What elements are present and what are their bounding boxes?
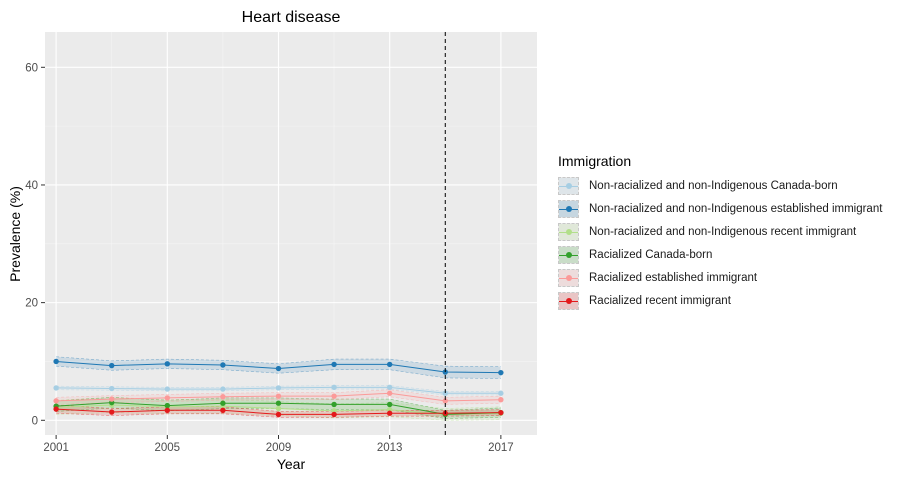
y-tick-label: 40 [25, 180, 38, 192]
legend-key [558, 246, 579, 264]
band-lower-edge [56, 412, 501, 418]
legend-key [558, 292, 579, 310]
legend-key [558, 177, 579, 195]
data-point [331, 411, 337, 418]
band-upper-edge [56, 404, 501, 412]
band-upper-edge [56, 356, 501, 368]
legend-key [558, 200, 579, 218]
x-axis-label: Year [277, 456, 306, 472]
data-point [53, 385, 59, 391]
data-point [386, 361, 393, 368]
grid [45, 32, 537, 435]
data-point [109, 362, 115, 369]
legend-key [558, 223, 579, 241]
data-point [275, 400, 282, 406]
data-point [275, 411, 282, 418]
y-tick-label: 20 [25, 298, 38, 310]
legend-item: Racialized Canada-born [558, 244, 918, 267]
legend-label: Non-racialized and non-Indigenous Canada… [589, 180, 838, 192]
legend-item: Racialized recent immigrant [558, 290, 918, 313]
data-point [386, 401, 393, 408]
band-lower-edge [56, 396, 501, 405]
data-point [109, 385, 115, 392]
data-point [498, 409, 504, 416]
data-point [331, 361, 337, 368]
data-point [164, 386, 171, 392]
legend: Immigration Non-racialized and non-Indig… [558, 153, 918, 313]
series-points [53, 358, 504, 418]
data-point [442, 390, 448, 396]
data-point [386, 390, 393, 396]
data-point [442, 398, 448, 404]
data-point [164, 407, 171, 413]
data-point [53, 406, 59, 412]
data-point [109, 396, 115, 402]
legend-label: Non-racialized and non-Indigenous establ… [589, 203, 883, 215]
data-point [275, 393, 282, 399]
x-tick-label: 2009 [266, 442, 292, 454]
data-point [498, 369, 504, 376]
data-point [53, 358, 59, 365]
data-point [498, 390, 504, 396]
y-axis-ticks: 0 20 40 60 [25, 62, 45, 427]
x-tick-label: 2013 [377, 442, 403, 454]
data-point [220, 386, 226, 392]
x-tick-label: 2001 [43, 442, 69, 454]
data-point [275, 365, 282, 372]
data-point [275, 405, 282, 412]
data-point [53, 398, 59, 404]
data-point [386, 410, 393, 416]
band-lower-edge [56, 365, 501, 379]
data-point [331, 393, 337, 399]
data-point [386, 384, 393, 391]
legend-items: Non-racialized and non-Indigenous Canada… [558, 175, 918, 313]
data-point [109, 409, 115, 415]
data-point [164, 395, 171, 401]
data-point [220, 394, 226, 400]
legend-item: Racialized established immigrant [558, 267, 918, 290]
x-axis-ticks: 2001 2005 2009 2013 2017 [43, 435, 514, 454]
y-tick-label: 60 [25, 62, 38, 74]
data-point [220, 400, 226, 406]
data-point [331, 401, 337, 408]
legend-item: Non-racialized and non-Indigenous recent… [558, 221, 918, 244]
legend-label: Racialized recent immigrant [589, 295, 731, 307]
legend-label: Racialized established immigrant [589, 272, 758, 284]
data-point [220, 407, 226, 413]
legend-key [558, 269, 579, 287]
data-point [164, 361, 171, 367]
data-point [498, 397, 504, 403]
data-point [164, 402, 171, 409]
x-tick-label: 2005 [155, 442, 181, 454]
y-tick-label: 0 [32, 415, 38, 427]
legend-item: Non-racialized and non-Indigenous establ… [558, 198, 918, 221]
legend-label: Racialized Canada-born [589, 249, 713, 261]
data-point [220, 362, 226, 368]
legend-title: Immigration [558, 153, 632, 169]
data-point [331, 384, 337, 391]
legend-item: Non-racialized and non-Indigenous Canada… [558, 175, 918, 198]
y-axis-label: Prevalence (%) [7, 186, 23, 282]
data-point [275, 385, 282, 391]
band-upper-edge [56, 389, 501, 398]
chart-title: Heart disease [242, 9, 341, 26]
legend-label: Non-racialized and non-Indigenous recent… [589, 226, 857, 238]
data-point [442, 369, 448, 375]
x-tick-label: 2017 [488, 442, 514, 454]
